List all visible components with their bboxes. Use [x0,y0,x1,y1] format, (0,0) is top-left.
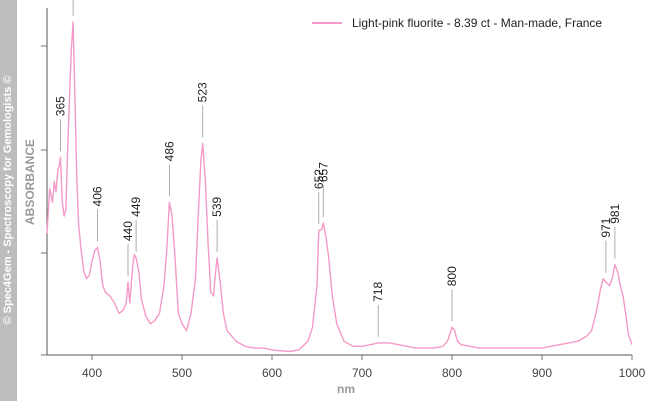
annotation-label: 652 [312,169,326,189]
y-axis-label: ABSORBANCE [23,139,37,225]
annotation-label: 800 [445,266,459,286]
peak-annotations: 3653794064404494865235396526577188009719… [54,0,622,337]
x-tick-label: 400 [82,366,102,380]
annotation-label: 406 [90,186,104,206]
annotation-label: 365 [54,96,68,116]
x-tick-label: 1000 [619,366,646,380]
annotation-label: 440 [121,221,135,241]
x-axis-label: nm [337,382,355,396]
annotation-label: 718 [371,282,385,302]
annotation-label: 981 [608,203,622,223]
x-tick-label: 500 [172,366,192,380]
series-line [46,21,633,353]
axes [41,8,632,356]
annotation-label: 486 [162,141,176,161]
legend-label: Light-pink fluorite - 8.39 ct - Man-made… [352,16,602,30]
x-tick-label: 600 [262,366,282,380]
x-ticks: 400 500 600 700 800 900 1000 [82,355,646,380]
legend: Light-pink fluorite - 8.39 ct - Man-made… [312,16,602,30]
x-tick-label: 900 [532,366,552,380]
annotation-label: 523 [196,82,210,102]
annotation-label: 657 [316,162,330,182]
annotation-label: 449 [129,196,143,216]
watermark-band: © Spec4Gem - Spectroscopy for Gemologist… [0,0,17,401]
annotation-label: 539 [210,196,224,216]
x-tick-label: 800 [442,366,462,380]
x-tick-label: 700 [352,366,372,380]
annotation-label: 971 [599,217,613,237]
